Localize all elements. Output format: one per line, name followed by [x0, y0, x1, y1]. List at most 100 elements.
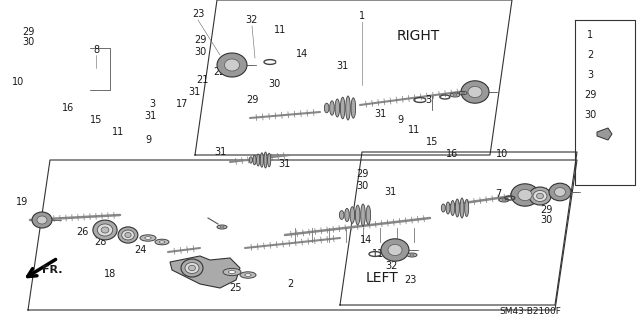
Text: 27: 27 — [212, 279, 224, 289]
Text: 11: 11 — [112, 127, 124, 137]
Text: 11: 11 — [372, 249, 384, 259]
Ellipse shape — [145, 237, 151, 239]
Ellipse shape — [410, 254, 414, 256]
Ellipse shape — [499, 198, 509, 202]
Text: 10: 10 — [12, 77, 24, 87]
Ellipse shape — [97, 224, 113, 236]
Text: 21: 21 — [196, 75, 208, 85]
Ellipse shape — [451, 201, 454, 215]
Text: 31: 31 — [384, 187, 396, 197]
Text: 10: 10 — [496, 149, 508, 159]
Text: 18: 18 — [104, 269, 116, 279]
Ellipse shape — [381, 239, 409, 261]
Polygon shape — [597, 128, 612, 140]
Text: 24: 24 — [134, 245, 146, 255]
Text: 1: 1 — [359, 11, 365, 21]
Text: 25: 25 — [230, 283, 243, 293]
Ellipse shape — [465, 199, 468, 217]
Ellipse shape — [442, 204, 445, 212]
Ellipse shape — [446, 202, 450, 214]
Polygon shape — [170, 256, 240, 288]
Ellipse shape — [461, 81, 489, 103]
Ellipse shape — [264, 152, 267, 168]
Ellipse shape — [345, 208, 349, 221]
Ellipse shape — [118, 227, 138, 243]
Ellipse shape — [181, 259, 203, 277]
Ellipse shape — [450, 93, 460, 97]
Ellipse shape — [554, 188, 566, 196]
Text: 28: 28 — [94, 237, 106, 247]
Text: 30: 30 — [584, 110, 596, 120]
Text: 31: 31 — [336, 61, 348, 71]
Ellipse shape — [549, 183, 571, 201]
Ellipse shape — [339, 211, 344, 220]
Text: 19: 19 — [16, 197, 28, 207]
Text: 15: 15 — [90, 115, 102, 125]
Ellipse shape — [253, 155, 256, 165]
Ellipse shape — [346, 96, 350, 120]
Ellipse shape — [185, 262, 199, 274]
Text: 3: 3 — [425, 95, 431, 105]
Text: 30: 30 — [194, 47, 206, 57]
Ellipse shape — [453, 94, 457, 96]
Text: RIGHT: RIGHT — [396, 29, 440, 43]
Ellipse shape — [32, 212, 52, 228]
Text: 11: 11 — [408, 125, 420, 135]
Text: 29: 29 — [194, 35, 206, 45]
Text: 31: 31 — [188, 87, 200, 97]
Ellipse shape — [511, 184, 539, 206]
Ellipse shape — [350, 207, 355, 223]
Ellipse shape — [240, 272, 256, 278]
Text: 17: 17 — [176, 99, 188, 109]
Ellipse shape — [460, 198, 464, 218]
Text: 31: 31 — [374, 109, 386, 119]
Ellipse shape — [140, 235, 156, 241]
Text: FR.: FR. — [42, 265, 62, 275]
Ellipse shape — [225, 59, 239, 71]
Ellipse shape — [459, 92, 467, 95]
Ellipse shape — [335, 99, 340, 117]
Ellipse shape — [355, 205, 360, 225]
Text: 14: 14 — [360, 235, 372, 245]
Text: 29: 29 — [246, 95, 258, 105]
Text: 1: 1 — [587, 30, 593, 40]
Ellipse shape — [502, 199, 506, 201]
Text: 30: 30 — [540, 215, 552, 225]
Ellipse shape — [249, 157, 252, 163]
Ellipse shape — [351, 98, 356, 118]
Text: 32: 32 — [386, 261, 398, 271]
Text: 31: 31 — [214, 147, 226, 157]
Ellipse shape — [189, 265, 195, 271]
Text: 7: 7 — [495, 189, 501, 199]
Ellipse shape — [388, 244, 402, 256]
Ellipse shape — [37, 216, 47, 224]
Text: 26: 26 — [76, 227, 88, 237]
Ellipse shape — [220, 226, 224, 228]
Text: 31: 31 — [144, 111, 156, 121]
Ellipse shape — [228, 271, 236, 273]
Ellipse shape — [245, 274, 251, 276]
Text: 29: 29 — [584, 90, 596, 100]
Text: 29: 29 — [356, 169, 368, 179]
Ellipse shape — [93, 220, 117, 240]
Text: 22: 22 — [214, 67, 227, 77]
Text: 2: 2 — [287, 279, 293, 289]
Text: 14: 14 — [296, 49, 308, 59]
Text: 16: 16 — [446, 149, 458, 159]
Ellipse shape — [155, 239, 169, 245]
Text: 15: 15 — [426, 137, 438, 147]
Ellipse shape — [518, 189, 532, 201]
Ellipse shape — [468, 86, 482, 98]
Text: 30: 30 — [268, 79, 280, 89]
Text: 3: 3 — [149, 99, 155, 109]
Ellipse shape — [533, 190, 547, 202]
Text: 30: 30 — [356, 181, 368, 191]
Text: 16: 16 — [62, 103, 74, 113]
Text: 9: 9 — [145, 135, 151, 145]
Text: 23: 23 — [404, 275, 416, 285]
Text: 30: 30 — [22, 37, 34, 47]
Ellipse shape — [217, 53, 247, 77]
Ellipse shape — [125, 233, 131, 237]
Ellipse shape — [101, 227, 109, 233]
Ellipse shape — [257, 154, 260, 166]
